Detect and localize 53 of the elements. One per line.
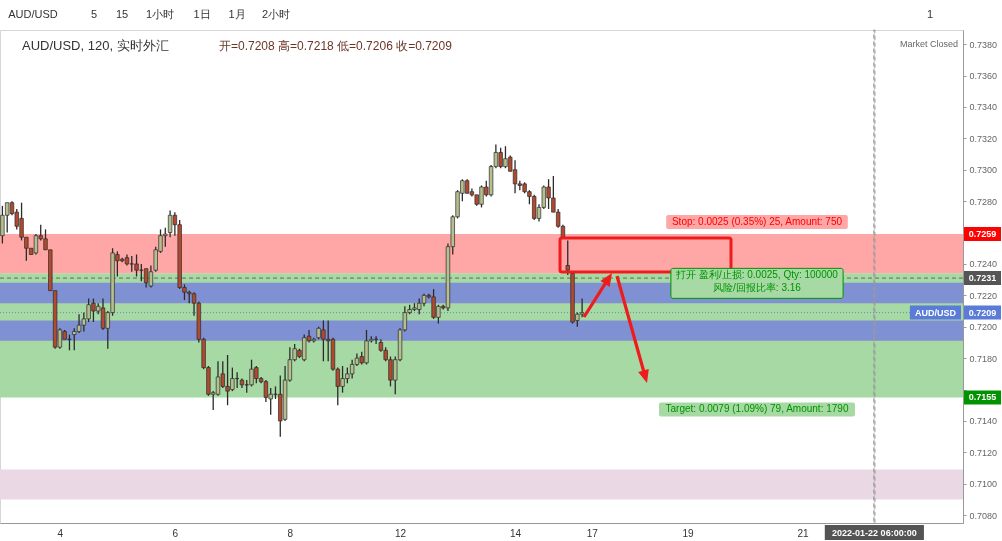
candlestick: [76, 313, 82, 334]
text: 5: [90, 8, 98, 20]
x-tick-label: 8: [287, 527, 294, 539]
candlestick: [215, 360, 221, 397]
x-tick-label: 12: [394, 527, 407, 539]
candlestick: [512, 159, 518, 194]
y-tick-label: 0.7140: [969, 416, 998, 427]
y-tick-label: 0.7380: [969, 39, 998, 50]
text: 1月: [228, 8, 246, 20]
text: 1日: [193, 8, 211, 20]
text: 15: [115, 8, 129, 20]
y-tick-label: 0.7100: [969, 479, 998, 490]
text: 1: [926, 8, 934, 20]
text: 开=0.7208 高=0.7218 低=0.7206 收=0.7209: [219, 39, 453, 53]
x-tick-label: 14: [509, 527, 522, 539]
annotation: 0.7209: [968, 307, 997, 318]
candlestick: [33, 233, 39, 256]
candlestick: [143, 268, 149, 289]
annotation: 0.7231: [968, 273, 997, 284]
x-tick-label: 19: [682, 527, 695, 539]
y-tick-label: 0.7120: [969, 447, 998, 458]
x-tick-label: 6: [172, 527, 179, 539]
y-tick-label: 0.7180: [969, 353, 998, 364]
text: AUD/USD: [8, 8, 58, 20]
x-tick-label: 17: [586, 527, 599, 539]
candlestick: [134, 253, 139, 278]
y-tick-label: 0.7240: [969, 259, 998, 270]
band-label: Target: 0.0079 (1.09%) 79, Amount: 1790: [665, 403, 849, 415]
y-tick-label: 0.7360: [969, 71, 998, 82]
annotation: 打开 盈利/止损: 0.0025, Qty: 100000 风险/回报比率: 3.16: [675, 269, 839, 294]
ref-line-label: AUD/USD: [914, 307, 957, 318]
y-tick-label: 0.7280: [969, 196, 998, 207]
y-tick-label: 0.7080: [969, 510, 998, 521]
y-tick-label: 0.7340: [969, 102, 998, 113]
annotation: 0.7155: [968, 392, 997, 403]
annotation: Market Closed: [899, 39, 958, 49]
y-tick-label: 0.7200: [969, 322, 998, 333]
candlestick: [100, 297, 106, 331]
band-label: Stop: 0.0025 (0.35%) 25, Amount: 750: [671, 216, 843, 228]
candlestick: [263, 379, 269, 403]
x-tick-label: 4: [57, 527, 64, 539]
x-tick-label: 21: [797, 527, 809, 539]
y-tick-label: 0.7300: [969, 165, 998, 176]
annotation: 0.7259: [968, 229, 997, 240]
candlestick: [565, 239, 570, 276]
text: 1小时: [145, 8, 175, 20]
text: AUD/USD, 120, 实时外汇: [22, 38, 169, 53]
candlestick: [167, 209, 173, 238]
y-tick-label: 0.7220: [969, 290, 998, 301]
x-tick-label: 2022-01-22 06:00:00: [832, 527, 917, 538]
candlestick: [579, 297, 585, 318]
text: 2小时: [261, 8, 291, 20]
y-tick-label: 0.7320: [969, 133, 998, 144]
